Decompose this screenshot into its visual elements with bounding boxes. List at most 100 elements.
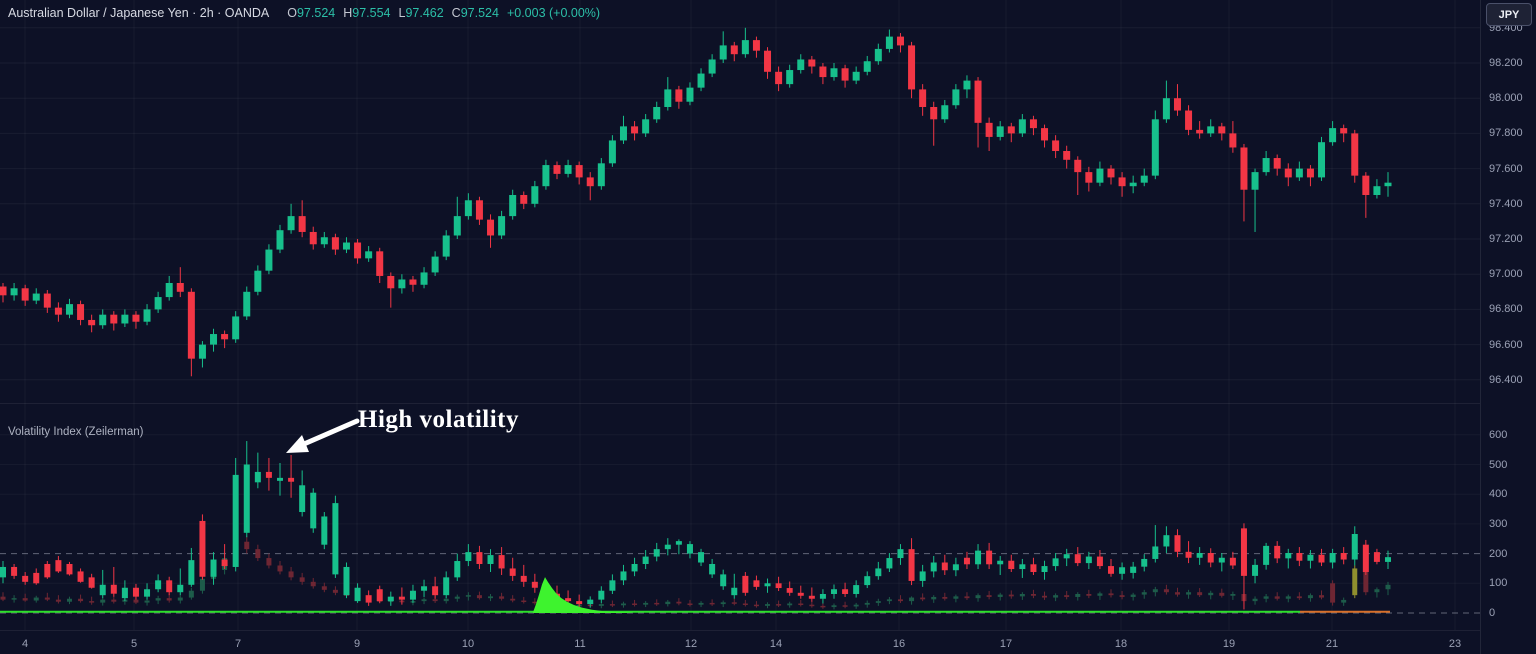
candle-body bbox=[520, 575, 527, 582]
candle-body bbox=[376, 251, 384, 276]
candle-body bbox=[875, 601, 881, 603]
candle-body bbox=[919, 571, 926, 581]
time-tick-label[interactable]: 16 bbox=[892, 638, 906, 650]
candle-body bbox=[154, 297, 162, 310]
price-scale-separator[interactable] bbox=[1480, 0, 1481, 654]
price-tick-label: 500 bbox=[1489, 458, 1508, 471]
candle-body bbox=[1097, 593, 1103, 596]
candle-body bbox=[1118, 177, 1126, 187]
candle-body bbox=[254, 270, 262, 292]
time-tick-label[interactable]: 12 bbox=[684, 638, 698, 650]
candle-body bbox=[841, 68, 849, 81]
candle-body bbox=[1074, 554, 1081, 564]
price-tick-label: 98.000 bbox=[1489, 92, 1523, 105]
candle-body bbox=[198, 344, 206, 359]
candle-body bbox=[365, 595, 372, 603]
candle-body bbox=[1063, 151, 1071, 160]
candle-body bbox=[111, 599, 117, 602]
candle-body bbox=[709, 602, 715, 605]
candle-body bbox=[1130, 566, 1137, 573]
candle-body bbox=[909, 597, 915, 602]
candle-body bbox=[454, 561, 461, 578]
time-tick-label[interactable]: 9 bbox=[353, 638, 361, 650]
candle-body bbox=[165, 283, 173, 298]
candle-body bbox=[0, 566, 6, 578]
candle-body bbox=[221, 334, 229, 340]
candle-body bbox=[974, 80, 982, 123]
candle-body bbox=[1152, 546, 1159, 559]
candle-body bbox=[1229, 557, 1236, 566]
candle-body bbox=[188, 560, 195, 585]
candle-body bbox=[155, 580, 162, 590]
time-tick-label[interactable]: 11 bbox=[574, 638, 586, 650]
price-tick-label: 100 bbox=[1489, 577, 1508, 590]
time-tick-label[interactable]: 5 bbox=[130, 638, 138, 650]
candle-body bbox=[232, 474, 239, 567]
candle-body bbox=[920, 597, 926, 600]
candle-body bbox=[55, 560, 62, 572]
candle-body bbox=[243, 291, 251, 317]
candle-body bbox=[166, 598, 172, 601]
candle-body bbox=[820, 605, 826, 608]
time-tick-label[interactable]: 17 bbox=[999, 638, 1013, 650]
candle-body bbox=[897, 599, 903, 602]
candle-body bbox=[875, 568, 882, 577]
candle-body bbox=[498, 555, 505, 569]
candle-body bbox=[221, 559, 228, 567]
candle-body bbox=[298, 216, 306, 232]
candle-body bbox=[1263, 596, 1269, 599]
candle-body bbox=[453, 216, 461, 236]
time-tick-label[interactable]: 21 bbox=[1325, 638, 1339, 650]
candle-body bbox=[1030, 564, 1037, 573]
candle-body bbox=[1373, 552, 1380, 562]
candle-body bbox=[931, 596, 937, 600]
annotation-arrow-shaft bbox=[301, 418, 360, 447]
candle-body bbox=[310, 492, 317, 529]
candle-body bbox=[1074, 159, 1082, 173]
candle-body bbox=[1119, 595, 1125, 597]
candle-body bbox=[1197, 592, 1203, 596]
candle-body bbox=[664, 544, 671, 550]
candle-body bbox=[1196, 129, 1204, 134]
candle-body bbox=[78, 598, 84, 602]
candle-body bbox=[320, 237, 328, 245]
candle-body bbox=[1362, 544, 1369, 573]
candle-body bbox=[77, 571, 84, 582]
candle-body bbox=[210, 559, 217, 577]
candle-body bbox=[575, 165, 583, 178]
candle-body bbox=[465, 595, 471, 597]
candle-body bbox=[465, 552, 472, 562]
time-tick-label[interactable]: 14 bbox=[769, 638, 783, 650]
candle-body bbox=[1341, 599, 1347, 603]
time-tick-label[interactable]: 4 bbox=[21, 638, 29, 650]
candle-body bbox=[686, 87, 694, 102]
price-tick-label: 97.400 bbox=[1489, 197, 1523, 210]
currency-badge[interactable]: JPY bbox=[1486, 3, 1532, 26]
candle-body bbox=[476, 552, 483, 564]
pane-separator[interactable] bbox=[0, 403, 1480, 404]
candle-body bbox=[521, 600, 527, 603]
indicator-title[interactable]: Volatility Index (Zeilerman) bbox=[8, 426, 144, 438]
candle-body bbox=[1340, 553, 1347, 560]
candle-body bbox=[1086, 593, 1092, 596]
time-tick-label[interactable]: 23 bbox=[1448, 638, 1462, 650]
time-tick-label[interactable]: 18 bbox=[1114, 638, 1128, 650]
price-tick-label: 400 bbox=[1489, 488, 1508, 501]
time-tick-label[interactable]: 19 bbox=[1222, 638, 1236, 650]
candle-body bbox=[244, 541, 250, 550]
candle-body bbox=[1141, 592, 1147, 595]
candle-body bbox=[510, 598, 516, 601]
candle-body bbox=[432, 599, 438, 602]
candle-body bbox=[121, 314, 129, 324]
time-tick-label[interactable]: 10 bbox=[461, 638, 475, 650]
candle-body bbox=[265, 471, 272, 478]
time-tick-label[interactable]: 7 bbox=[234, 638, 242, 650]
candle-body bbox=[43, 293, 51, 308]
candle-body bbox=[166, 580, 173, 593]
price-tick-label: 300 bbox=[1489, 517, 1508, 530]
candle-body bbox=[0, 286, 7, 296]
candle-body bbox=[997, 594, 1003, 597]
candle-body bbox=[365, 251, 373, 259]
symbol-title[interactable]: Australian Dollar / Japanese Yen · 2h · … bbox=[8, 6, 270, 20]
